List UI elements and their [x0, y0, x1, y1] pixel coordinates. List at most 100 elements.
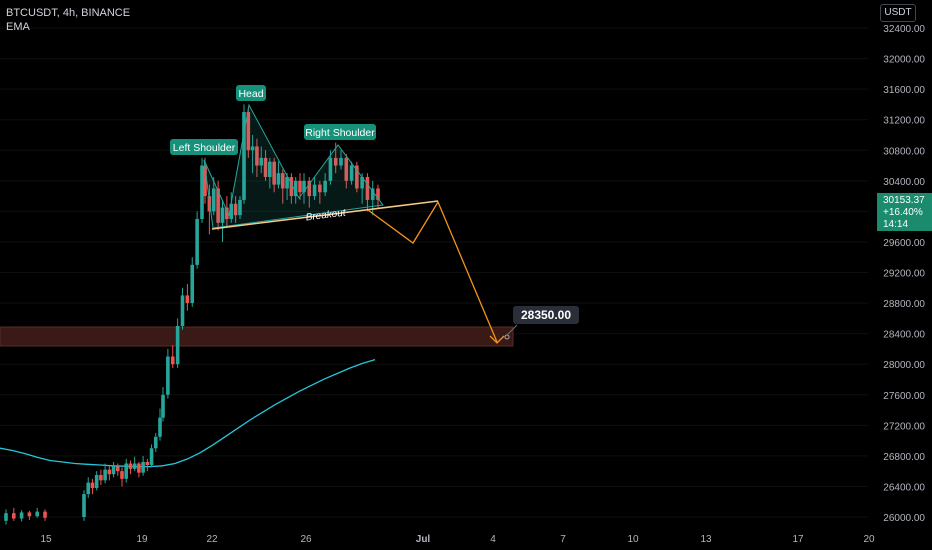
pattern-shape — [203, 103, 384, 229]
candle-body — [268, 161, 272, 177]
candle-body — [298, 180, 302, 193]
x-tick-label: 15 — [40, 534, 52, 545]
candle-body — [272, 161, 276, 185]
y-tick-label: 31200.00 — [883, 116, 925, 127]
currency-button[interactable]: USDT — [880, 4, 916, 22]
y-tick-label: 29200.00 — [883, 269, 925, 280]
right-shoulder-label-text: Right Shoulder — [305, 127, 375, 139]
candle-body — [27, 512, 32, 517]
candle-body — [333, 157, 338, 166]
candle-body — [349, 165, 354, 181]
x-tick-label: 26 — [300, 534, 312, 545]
y-tick-label: 26000.00 — [883, 513, 925, 524]
candle-body — [103, 469, 107, 481]
y-tick-label: 28400.00 — [883, 330, 925, 341]
candle-body — [158, 417, 162, 437]
candle-body — [344, 157, 349, 181]
candle-body — [43, 511, 47, 518]
candle-body — [280, 173, 285, 189]
candle-body — [216, 188, 220, 223]
x-tick-label: 20 — [863, 534, 875, 545]
right-shoulder-label-bg — [304, 124, 376, 140]
x-tick-label: 4 — [490, 534, 496, 545]
symbol-line: BTCUSDT, 4h, BINANCE — [6, 7, 131, 19]
candle-body — [90, 482, 95, 488]
bar-countdown: 14:14 — [883, 219, 909, 230]
candle-body — [190, 264, 195, 304]
y-tick-label: 32400.00 — [883, 24, 925, 35]
head-shoulders-pattern — [203, 103, 518, 344]
y-tick-label: 30400.00 — [883, 177, 925, 188]
x-tick-label: Jul — [416, 534, 431, 545]
x-tick-label: 10 — [627, 534, 639, 545]
candle-body — [211, 188, 216, 212]
candle-body — [107, 469, 112, 475]
candle-body — [115, 466, 120, 472]
candle-body — [312, 184, 317, 197]
candle-body — [132, 463, 137, 469]
candle-body — [19, 512, 24, 519]
candle-body — [250, 146, 255, 151]
candle-body — [365, 176, 370, 200]
y-tick-label: 31600.00 — [883, 85, 925, 96]
candle-body — [276, 173, 281, 185]
candle-body — [203, 165, 207, 197]
last-price: 30153.37 — [883, 195, 925, 206]
candle-body — [242, 112, 246, 200]
candle-body — [94, 474, 99, 488]
candle-body — [175, 325, 180, 365]
candle-body — [360, 176, 364, 189]
candle-body — [153, 436, 158, 449]
left-shoulder-label-bg — [170, 139, 238, 155]
right-shoulder-label: Right Shoulder — [304, 124, 376, 140]
candle-body — [82, 494, 86, 517]
y-tick-label: 29600.00 — [883, 238, 925, 249]
candle-body — [376, 188, 380, 200]
candle-body — [220, 207, 225, 223]
y-tick-label: 27600.00 — [883, 391, 925, 402]
y-tick-label: 32000.00 — [883, 55, 925, 66]
support-zone — [0, 326, 514, 347]
chart-grid — [0, 27, 868, 518]
candle-body — [86, 482, 91, 495]
candle-body — [12, 513, 16, 519]
candle-body — [229, 203, 234, 220]
candle-body — [149, 448, 154, 466]
candle-body — [120, 471, 124, 479]
x-tick-label: 19 — [136, 534, 148, 545]
candle-body — [137, 463, 141, 473]
candle-body — [246, 112, 251, 151]
candle-body — [255, 146, 259, 166]
candle-body — [170, 356, 175, 365]
left-shoulder-label-text: Left Shoulder — [173, 142, 236, 154]
candle-body — [180, 295, 185, 326]
head-label-text: Head — [238, 88, 263, 100]
candle-body — [99, 474, 103, 481]
candle-body — [238, 199, 242, 216]
candle-body — [195, 219, 199, 265]
symbol-header: BTCUSDT, 4h, BINANCE EMA — [6, 6, 130, 34]
candle-body — [128, 463, 133, 469]
target-connector — [506, 324, 518, 336]
target-price-bg — [513, 306, 579, 324]
candle-body — [323, 180, 327, 193]
annotation-labels: Left Shoulder Head Right Shoulder Breakout 2… — [170, 85, 579, 324]
candle-body — [370, 188, 375, 200]
head-label-bg — [236, 85, 266, 101]
projection-arrow — [489, 335, 505, 344]
time-axis: 15 19 22 26 Jul 4 7 10 13 17 20 — [40, 534, 875, 545]
indicator-label: EMA — [6, 21, 30, 33]
ema-path — [0, 358, 376, 468]
y-tick-label: 28000.00 — [883, 360, 925, 371]
candle-body — [328, 157, 333, 181]
candle-body — [141, 461, 145, 473]
last-price-tag: 30153.37 +16.40% 14:14 — [877, 193, 932, 231]
candle-body — [302, 180, 306, 193]
candle-body — [4, 513, 8, 521]
y-tick-label: 26800.00 — [883, 452, 925, 463]
x-tick-label: 13 — [700, 534, 712, 545]
candle-body — [225, 207, 229, 220]
price-change: +16.40% — [883, 207, 923, 218]
candle-body — [307, 180, 312, 197]
